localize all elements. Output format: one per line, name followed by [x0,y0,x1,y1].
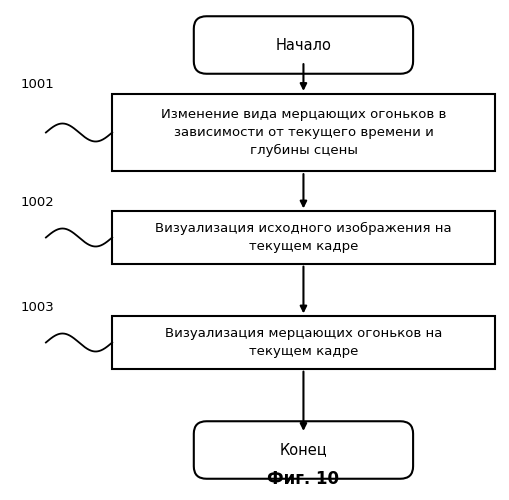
FancyBboxPatch shape [193,16,412,74]
FancyBboxPatch shape [193,421,412,479]
FancyBboxPatch shape [112,211,494,264]
FancyBboxPatch shape [112,316,494,369]
Text: Визуализация мерцающих огоньков на
текущем кадре: Визуализация мерцающих огоньков на текущ… [164,327,441,358]
Text: Начало: Начало [275,38,331,52]
Text: 1002: 1002 [20,196,54,209]
Text: Изменение вида мерцающих огоньков в
зависимости от текущего времени и
глубины сц: Изменение вида мерцающих огоньков в зави… [160,108,445,157]
Text: 1001: 1001 [20,78,54,91]
Text: Визуализация исходного изображения на
текущем кадре: Визуализация исходного изображения на те… [155,222,451,253]
Text: Фиг. 10: Фиг. 10 [267,470,339,488]
Text: Конец: Конец [279,442,327,458]
FancyBboxPatch shape [112,94,494,171]
Text: 1003: 1003 [20,300,54,314]
